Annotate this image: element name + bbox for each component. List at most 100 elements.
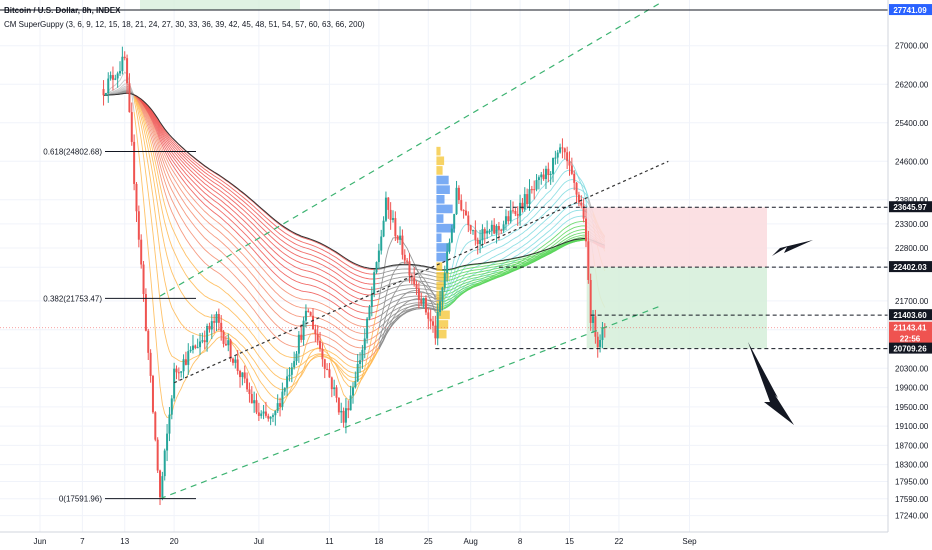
volume-profile-bar [436,272,449,281]
candle-body [472,230,475,232]
candle-body [549,173,552,175]
candle-body [594,316,597,337]
candle-body [356,363,359,382]
candle-body [137,211,140,240]
candle-body [523,194,526,210]
volume-profile-bar [436,185,450,194]
candle-body [563,148,566,153]
candle-body [415,284,418,289]
volume-profile-bar [436,243,450,252]
guppy-line [133,99,380,401]
channel-mid-line [173,160,669,384]
guppy-line [378,306,443,334]
candle-body [135,183,138,212]
guppy-line [133,94,380,328]
candle-body [307,310,310,313]
guppy-line [133,94,380,349]
y-tick-label: 19900.00 [895,384,929,393]
guppy-line [442,169,589,299]
candle-body [330,377,333,390]
candle-body [279,403,282,407]
guppy-line [378,307,443,340]
y-tick-label: 21700.00 [895,297,929,306]
candle-body [154,412,157,440]
price-tag [889,4,932,16]
candle-body [542,174,545,180]
candle-body [328,369,331,378]
candle-body [509,210,512,222]
candle-body [182,359,185,372]
channel-upper-line [159,1,662,297]
candle-body [464,210,467,216]
y-tick-label: 17950.00 [895,477,929,486]
volume-profile-bar [436,310,450,320]
guppy-line [133,94,379,296]
candle-body [187,351,190,365]
candle-body [239,370,242,378]
candle-body [544,168,547,180]
candle-body [347,408,350,411]
guppy-line [133,95,380,380]
guppy-line [133,94,380,302]
guppy-line [442,239,589,282]
candle-body [293,361,296,368]
candle-body [288,374,291,377]
candle-body [580,202,583,206]
candle-body [224,343,227,346]
candle-body [434,325,437,339]
candle-body [220,322,223,332]
guppy-line [442,195,589,304]
candle-body [208,325,211,330]
candle-body [504,216,507,225]
volume-profile-bar [436,262,443,272]
candle-body [394,218,397,237]
fib-label: 0(17591.96) [59,495,102,504]
candle-body [156,439,159,471]
candle-body [540,174,543,178]
x-tick-label: Sep [682,537,697,546]
candle-body [316,334,319,341]
candle-body [161,476,164,498]
candle-body [290,367,293,375]
candle-body [490,224,493,231]
chart-legend: Bitcoin / U.S. Dollar, 8h, INDEX CM Supe… [4,4,365,32]
y-tick-label: 27000.00 [895,42,929,51]
guppy-line [378,299,443,317]
candle-body [500,229,503,231]
volume-profile-bar [436,252,447,262]
candle-body [191,345,194,350]
candle-body [417,288,420,300]
volume-profile-bar [436,166,443,175]
candle-body [408,261,411,276]
candle-body [392,218,394,220]
candle-body [488,230,491,232]
trade-zones [140,0,767,349]
candle-body [302,320,305,340]
candle-body [359,360,362,364]
candle-body [203,340,206,343]
candle-body [453,214,456,229]
candle-body [403,254,406,261]
candle-body [264,411,267,416]
guppy-line [133,94,380,356]
price-tag-label: 27741.09 [893,6,927,15]
candle-body [133,141,136,184]
candle-body [399,235,402,240]
guppy-line [133,94,379,275]
candle-body [507,216,510,222]
x-tick-label: 7 [80,537,85,546]
y-tick-label: 18300.00 [895,461,929,470]
candle-body [448,242,451,252]
y-tick-label: 25400.00 [895,119,929,128]
x-tick-label: 20 [170,537,179,546]
candle-body [584,218,587,242]
y-tick-label: 19100.00 [895,422,929,431]
candle-body [241,372,244,378]
candle-body [274,410,277,416]
candle-body [474,230,477,240]
candle-body [476,239,479,244]
candle-body [375,262,378,273]
guppy-line [442,238,589,275]
candle-body [380,236,383,251]
